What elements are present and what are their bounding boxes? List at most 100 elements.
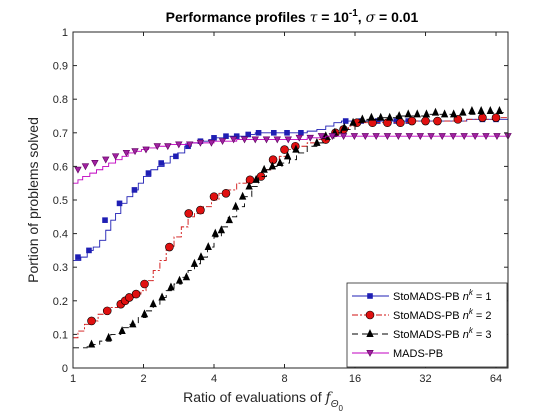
series-2-point-2 [118, 326, 126, 335]
legend-label-3: MADS-PB [393, 348, 443, 360]
y-tick-label-9: 0.9 [53, 61, 68, 73]
series-3-point-2 [91, 160, 99, 167]
series-3-point-26 [350, 133, 359, 140]
series-0-point-15 [270, 129, 277, 136]
series-3-point-8 [153, 143, 161, 151]
title-sep: , [358, 9, 366, 25]
chart-title: Performance profiles τ = 10-1, σ = 0.01 [166, 8, 419, 26]
legend-entry-1: StoMADS-PB nk = 2 [352, 307, 491, 322]
series-0-point-4 [131, 187, 138, 193]
legend-marker-1 [365, 310, 375, 320]
series-3-point-14 [218, 138, 227, 146]
series-0-point-16 [284, 129, 290, 136]
series-2-point-24 [292, 144, 300, 153]
series-1-point-6 [140, 279, 149, 289]
series-0-point-3 [116, 200, 123, 207]
y-tick-label-3: 0.3 [53, 262, 68, 274]
series-3-point-6 [131, 148, 139, 156]
legend-entry-0: StoMADS-PB nk = 1 [352, 288, 491, 303]
series-3-point-16 [240, 136, 249, 144]
y-tick-label-10: 1 [62, 27, 68, 39]
series-0-point-14 [255, 129, 262, 136]
x-tick-label-1: 2 [140, 373, 146, 385]
series-2-point-11 [197, 252, 205, 261]
series-3-point-25 [339, 133, 348, 140]
y-tick-label-5: 0.5 [53, 195, 68, 207]
legend-label-2: StoMADS-PB nk = 3 [393, 326, 491, 341]
series-3 [73, 133, 512, 184]
series-0-point-12 [233, 133, 240, 139]
series-1-point-29 [491, 113, 501, 122]
series-2-point-6 [158, 292, 166, 301]
series-2-point-19 [252, 174, 260, 183]
title-tau-symbol: τ [310, 10, 318, 26]
series-3-point-21 [295, 134, 303, 142]
series-1-point-7 [165, 242, 174, 252]
series-2-point-35 [404, 109, 412, 118]
series-3-point-27 [361, 133, 369, 140]
series-3-point-1 [81, 163, 90, 171]
x-axis-label-f: f [325, 390, 334, 406]
series-2-point-34 [395, 111, 403, 119]
series-2-point-22 [276, 158, 284, 167]
legend-marker-3 [366, 349, 374, 357]
series-2-point-10 [190, 258, 199, 267]
series-3-point-24 [328, 133, 337, 140]
y-axis-ticks: 0 0.1 0.2 0.3 0.4 0.5 0.6 0.7 0.8 0.9 1 [53, 27, 508, 375]
series-1-point-27 [453, 115, 463, 124]
y-tick-label-7: 0.7 [53, 128, 68, 140]
y-tick-label-1: 0.1 [53, 329, 68, 341]
legend-label-n-1: n [463, 310, 469, 322]
x-axis-label-subsub: 0 [338, 404, 343, 413]
series-2-point-45 [495, 106, 504, 114]
legend-marker-2 [366, 329, 374, 338]
series-2-point-25 [313, 137, 321, 146]
series-2-point-3 [129, 319, 137, 328]
series-1-point-23 [396, 118, 405, 128]
series-1-point-26 [433, 116, 442, 126]
series-0-point-2 [102, 217, 108, 223]
series-0-point-13 [245, 131, 252, 138]
series-3-point-33 [427, 133, 435, 140]
series-0-point-7 [173, 153, 179, 160]
title-tau-exp: -1 [349, 8, 358, 19]
series-0-point-11 [223, 133, 229, 139]
series-2-point-44 [486, 106, 494, 114]
series-1-point-14 [268, 155, 278, 164]
series-3-point-0 [74, 166, 82, 174]
legend-label-sup-1: k [469, 307, 474, 316]
series-0-point-10 [211, 135, 217, 141]
legend-label-sup-0: k [469, 288, 474, 297]
series-2-point-43 [477, 106, 485, 114]
legend-label-n-0: n [463, 291, 469, 303]
y-tick-label-4: 0.4 [53, 229, 68, 241]
series-2-point-31 [367, 112, 376, 121]
series-3-point-28 [372, 133, 380, 140]
series-2-point-7 [167, 282, 175, 291]
y-tick-label-8: 0.8 [53, 94, 68, 106]
series-0-point-18 [342, 118, 349, 124]
legend-label-eq-2: = 3 [473, 329, 492, 341]
series-1-point-10 [209, 192, 219, 201]
legend-label-base-0: StoMADS-PB [393, 291, 463, 303]
series-2-point-38 [431, 107, 440, 116]
series-1-point-5 [131, 289, 141, 299]
series-3-point-34 [438, 133, 446, 140]
y-axis-label: Portion of problems solved [25, 117, 41, 283]
legend-entry-2: StoMADS-PB nk = 3 [352, 326, 491, 341]
legend-label-base-2: StoMADS-PB [393, 329, 463, 341]
series-3-point-9 [164, 143, 172, 151]
legend-entry-3: MADS-PB [352, 348, 443, 360]
series-2-point-1 [104, 332, 113, 341]
series-2-point-12 [204, 242, 212, 251]
series-2-point-26 [322, 131, 330, 140]
legend-entries: StoMADS-PB nk = 1 StoMADS-PB nk = 2 StoMAD… [352, 288, 491, 360]
series-2-point-29 [349, 117, 357, 126]
series-2-point-18 [245, 181, 253, 190]
series-2-point-23 [283, 151, 292, 160]
legend-label-n-2: n [463, 329, 469, 341]
series-3-point-31 [405, 133, 414, 140]
series-3-point-35 [449, 133, 457, 140]
series-0-point-5 [145, 170, 152, 176]
